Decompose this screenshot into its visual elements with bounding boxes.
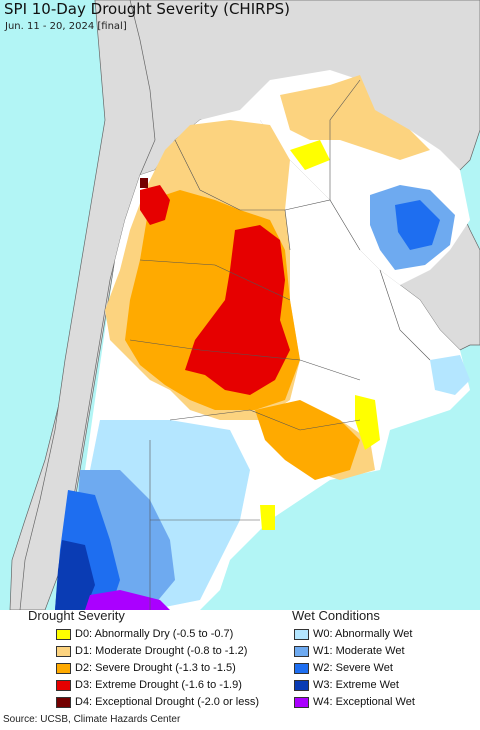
legend-item-w4: W4: Exceptional Wet xyxy=(294,694,415,710)
legend-item-w1: W1: Moderate Wet xyxy=(294,643,405,659)
legend-swatch xyxy=(294,628,309,640)
legend-swatch xyxy=(56,645,71,657)
legend-label: W0: Abnormally Wet xyxy=(313,628,413,640)
borders xyxy=(129,79,431,610)
legend-label: D3: Extreme Drought (-1.6 to -1.9) xyxy=(75,679,242,691)
legend-swatch xyxy=(56,662,71,674)
legend-label: W2: Severe Wet xyxy=(313,662,393,674)
legend-item-w2: W2: Severe Wet xyxy=(294,660,393,676)
legend-item-w0: W0: Abnormally Wet xyxy=(294,626,412,642)
legend-item-d4: D4: Exceptional Drought (-2.0 or less) xyxy=(56,694,259,710)
legend-label: D0: Abnormally Dry (-0.5 to -0.7) xyxy=(75,628,234,640)
legend-swatch xyxy=(294,679,309,691)
zone-d3 xyxy=(185,225,290,395)
legend-item-d0: D0: Abnormally Dry (-0.5 to -0.7) xyxy=(56,626,233,642)
map-subtitle: Jun. 11 - 20, 2024 [final] xyxy=(5,21,127,32)
legend-label: W4: Exceptional Wet xyxy=(313,696,415,708)
legend-label: D1: Moderate Drought (-0.8 to -1.2) xyxy=(75,645,248,657)
legend-swatch xyxy=(56,696,71,708)
legend-item-w3: W3: Extreme Wet xyxy=(294,677,399,693)
drought-map xyxy=(0,0,480,610)
legend-item-d3: D3: Extreme Drought (-1.6 to -1.9) xyxy=(56,677,242,693)
legend-swatch xyxy=(56,679,71,691)
legend-swatch xyxy=(294,645,309,657)
zone-d3-west xyxy=(140,185,170,225)
legend-drought-heading: Drought Severity xyxy=(28,608,125,623)
legend-item-d2: D2: Severe Drought (-1.3 to -1.5) xyxy=(56,660,236,676)
legend-label: W1: Moderate Wet xyxy=(313,645,405,657)
zone-w3-south xyxy=(55,540,95,610)
zone-w2-ne xyxy=(395,200,440,250)
legend-item-d1: D1: Moderate Drought (-0.8 to -1.2) xyxy=(56,643,247,659)
map-title: SPI 10-Day Drought Severity (CHIRPS) xyxy=(4,0,290,18)
legend-label: W3: Extreme Wet xyxy=(313,679,399,691)
zone-d1-north xyxy=(280,75,430,160)
legend-wet-heading: Wet Conditions xyxy=(292,608,380,623)
legend-swatch xyxy=(294,696,309,708)
legend-swatch xyxy=(56,628,71,640)
zone-d2-south xyxy=(255,400,360,480)
zone-w0-ne xyxy=(430,355,470,395)
source-note: Source: UCSB, Climate Hazards Center xyxy=(3,714,181,725)
legend-label: D4: Exceptional Drought (-2.0 or less) xyxy=(75,696,260,708)
zone-w4-south xyxy=(85,590,170,610)
zone-d4 xyxy=(140,178,148,188)
legend: Drought Severity Wet Conditions D0: Abno… xyxy=(0,606,480,710)
legend-swatch xyxy=(294,662,309,674)
legend-label: D2: Severe Drought (-1.3 to -1.5) xyxy=(75,662,236,674)
